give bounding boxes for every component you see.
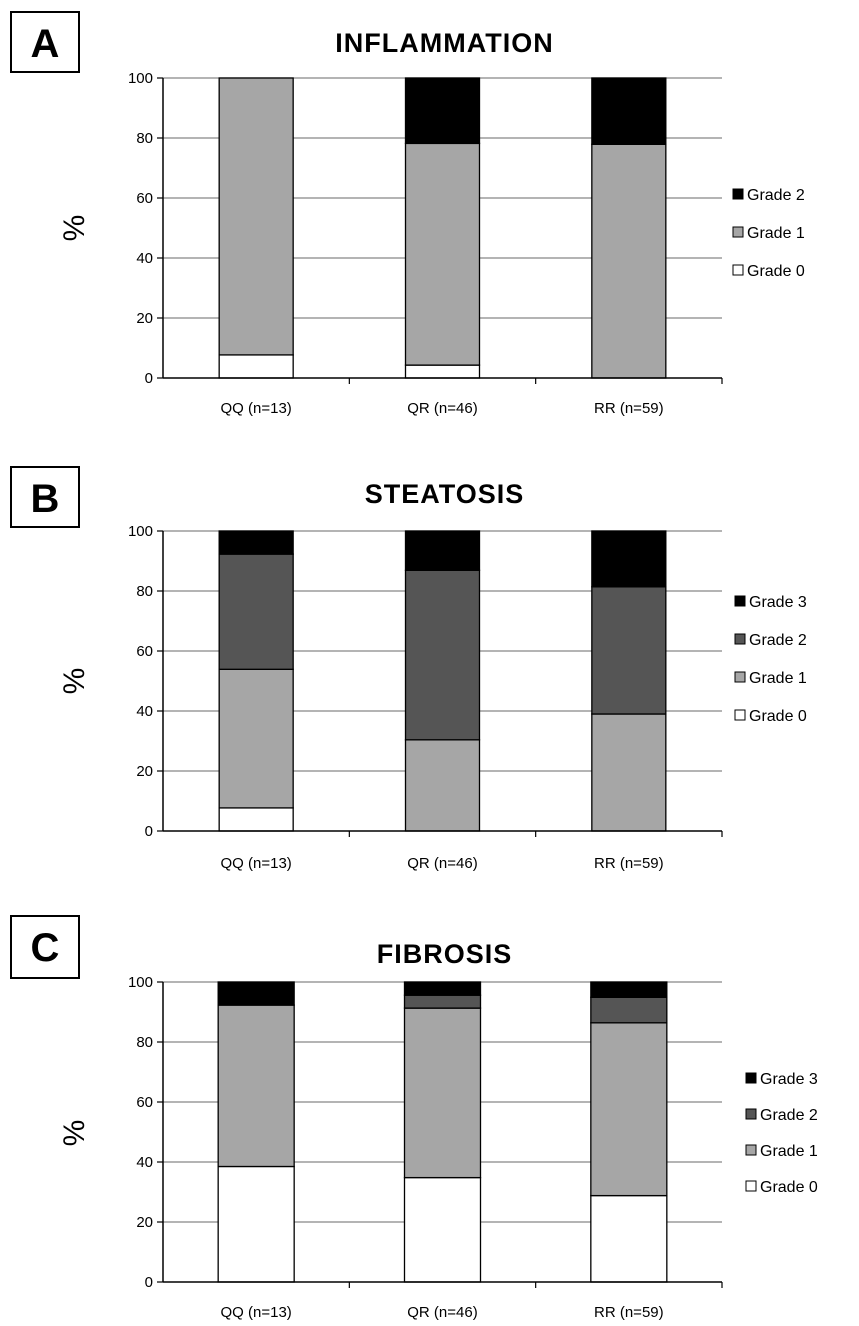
bar-qq-grade-1: [218, 668, 294, 809]
legend-label: Grade 2: [749, 632, 807, 649]
bar-qr-grade-1: [404, 142, 481, 366]
legend-swatch: [732, 264, 744, 276]
legend-swatch: [734, 633, 746, 645]
legend-label: Grade 2: [747, 187, 805, 204]
y-tick-label: 60: [136, 643, 153, 660]
chart-title: FIBROSIS: [377, 939, 513, 969]
y-tick-label: 20: [136, 310, 153, 327]
bar-qr-grade-0: [403, 1176, 482, 1283]
legend-label: Grade 3: [760, 1071, 818, 1088]
panel-label-box: [10, 466, 80, 528]
y-tick-label: 0: [145, 370, 153, 387]
legend-label: Grade 2: [760, 1107, 818, 1124]
x-category-label: RR (n=59): [594, 855, 664, 872]
legend-label: Grade 0: [760, 1179, 818, 1196]
bar-rr-grade-1: [591, 143, 667, 379]
y-tick-label: 80: [136, 130, 153, 147]
bar-qq-grade-0: [218, 354, 294, 379]
panel-label-box: [10, 11, 80, 73]
chart-panel-c: C FIBROSIS 0 20 40 60 80 100% QQ (n=13) QR (n=46)…: [10, 915, 818, 1321]
y-tick-label: 100: [128, 523, 153, 540]
bar-rr-grade-2: [591, 77, 667, 145]
bar-qq-grade-1: [218, 77, 294, 356]
bar-qq-grade-0: [217, 1165, 295, 1283]
bar-rr-grade-3: [590, 981, 668, 998]
bar-rr-grade-1: [590, 1022, 668, 1197]
x-category-label: RR (n=59): [594, 400, 664, 417]
y-tick-label: 80: [136, 583, 153, 600]
bar-qr-grade-1: [403, 1007, 482, 1179]
panel-label: A: [31, 22, 60, 66]
bar-qr-grade-2: [404, 569, 481, 741]
y-tick-label: 40: [136, 250, 153, 267]
chart-panel-a: A INFLAMMATION 0 20 40 60 80 100% QQ (n=13) QR (n…: [10, 11, 805, 417]
bar-qq-grade-0: [218, 807, 294, 832]
chart-title: STEATOSIS: [365, 479, 525, 509]
legend: Grade 3 Grade 2 Grade 1 Grade 0: [745, 1071, 818, 1196]
legend-swatch: [745, 1144, 757, 1156]
chart-title: INFLAMMATION: [335, 28, 553, 58]
legend-swatch: [732, 226, 744, 238]
legend-swatch: [734, 595, 746, 607]
bar-qq-grade-3: [218, 530, 294, 555]
bar-rr-grade-1: [591, 713, 667, 832]
y-tick-label: 100: [128, 70, 153, 87]
panel-label: B: [31, 477, 60, 521]
bar-qr-grade-2: [403, 994, 482, 1009]
legend-label: Grade 3: [749, 594, 807, 611]
legend-label: Grade 0: [749, 708, 807, 725]
y-tick-label: 100: [128, 974, 153, 991]
x-category-label: RR (n=59): [594, 1304, 664, 1321]
y-tick-label: 0: [145, 823, 153, 840]
bar-qr-grade-3: [403, 981, 482, 996]
y-tick-label: 20: [136, 1214, 153, 1231]
legend: Grade 3 Grade 2 Grade 1 Grade 0: [734, 594, 807, 725]
legend-label: Grade 1: [760, 1143, 818, 1160]
y-tick-label: 40: [136, 703, 153, 720]
panel-label-box: [10, 915, 80, 979]
legend-swatch: [734, 709, 746, 721]
y-tick-label: 20: [136, 763, 153, 780]
legend-label: Grade 0: [747, 263, 805, 280]
y-tick-label: 60: [136, 1094, 153, 1111]
bar-rr-grade-0: [590, 1194, 668, 1283]
legend-swatch: [745, 1108, 757, 1120]
x-category-label: QQ (n=13): [221, 855, 292, 872]
y-axis-label: %: [58, 1120, 91, 1147]
legend-swatch: [745, 1180, 757, 1192]
x-category-label: QQ (n=13): [221, 1304, 292, 1321]
bar-rr-grade-2: [590, 996, 668, 1024]
bar-qr-grade-1: [404, 739, 481, 832]
panel-label: C: [31, 926, 60, 970]
legend-swatch: [734, 671, 746, 683]
x-category-label: QR (n=46): [407, 1304, 477, 1321]
x-category-label: QR (n=46): [407, 855, 477, 872]
y-axis-label: %: [58, 215, 91, 242]
legend-swatch: [732, 188, 744, 200]
bar-rr-grade-2: [591, 586, 667, 715]
bar-qr-grade-2: [404, 77, 481, 145]
bar-qq-grade-3: [217, 981, 295, 1006]
y-tick-label: 60: [136, 190, 153, 207]
y-tick-label: 0: [145, 1274, 153, 1291]
y-tick-label: 80: [136, 1034, 153, 1051]
legend-label: Grade 1: [747, 225, 805, 242]
y-axis-label: %: [58, 668, 91, 695]
bar-qq-grade-2: [218, 553, 294, 670]
x-category-label: QR (n=46): [407, 400, 477, 417]
legend-label: Grade 1: [749, 670, 807, 687]
chart-panel-b: B STEATOSIS 0 20 40 60 80 100% QQ (n=13) QR (n=46…: [10, 466, 807, 872]
legend-swatch: [745, 1072, 757, 1084]
x-category-label: QQ (n=13): [221, 400, 292, 417]
y-tick-label: 40: [136, 1154, 153, 1171]
bar-qq-grade-1: [217, 1004, 295, 1168]
bar-qr-grade-3: [404, 530, 481, 571]
bar-rr-grade-3: [591, 530, 667, 588]
legend: Grade 2 Grade 1 Grade 0: [732, 187, 805, 280]
bar-qr-grade-0: [404, 364, 481, 379]
